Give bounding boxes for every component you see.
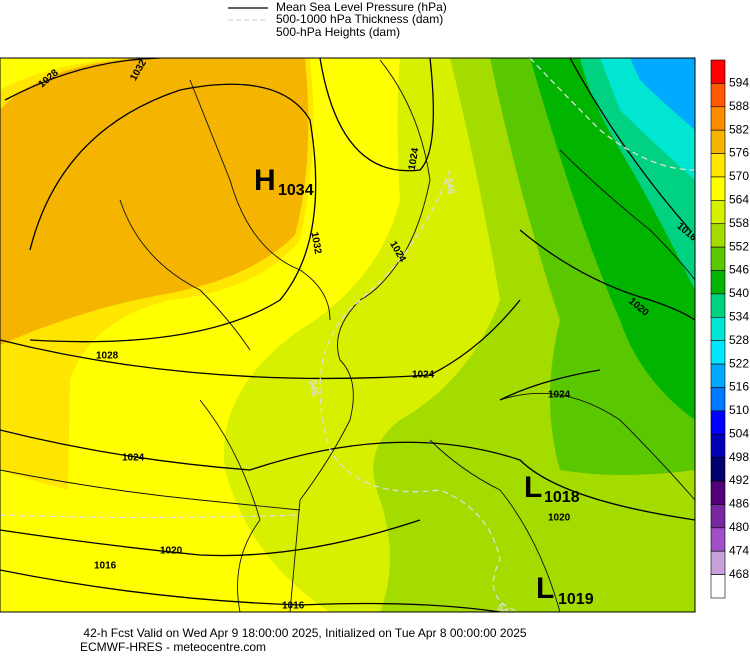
colorbar-label: 528 (729, 333, 749, 347)
colorbar-label: 480 (729, 520, 749, 534)
colorbar-box (710, 410, 726, 435)
colorbar-label: 468 (729, 567, 749, 581)
map: 1028 1032 1024 1032 1024 1028 1024 1024 … (0, 58, 695, 621)
colorbar: 594 588 582 576 570 564 558 552 546 540 534 528 522 5… (710, 59, 749, 599)
colorbar-box (710, 270, 726, 295)
colorbar-label: 510 (729, 403, 749, 417)
colorbar-label: 516 (729, 380, 749, 394)
isobar-label: 1028 (96, 351, 119, 362)
colorbar-label: 552 (729, 239, 749, 253)
colorbar-box (710, 200, 726, 225)
thickness-label: 546 (306, 379, 320, 398)
colorbar-label: 498 (729, 450, 749, 464)
isobar-label: 1016 (94, 561, 117, 572)
colorbar-label: 570 (729, 169, 749, 183)
isobar-label: 1016 (282, 601, 305, 612)
isobar-label: 1024 (122, 453, 145, 464)
isobar-label: 1020 (548, 513, 571, 524)
band-576 (0, 58, 309, 345)
colorbar-label: 492 (729, 473, 749, 487)
colorbar-label: 504 (729, 426, 749, 440)
colorbar-label: 588 (729, 99, 749, 113)
colorbar-box (710, 457, 726, 482)
isobar-label: 1024 (412, 370, 435, 381)
isobar-label: 1024 (407, 147, 422, 171)
low-value: 1019 (558, 591, 594, 608)
low-value: 1018 (544, 489, 580, 506)
colorbar-label: 576 (729, 146, 749, 160)
coastline (119, 79, 561, 612)
colorbar-box (710, 387, 726, 412)
colorbar-label: 594 (729, 76, 749, 90)
legend: Mean Sea Level Pressure (hPa) 500-1000 h… (228, 0, 447, 39)
map-frame (0, 57, 696, 613)
colorbar-label: 486 (729, 497, 749, 511)
low-letter: L (524, 471, 542, 504)
colorbar-label: 522 (729, 356, 749, 370)
low-letter: L (536, 572, 554, 605)
colorbar-label: 474 (729, 543, 749, 557)
colorbar-box (710, 480, 726, 505)
colorbar-box (710, 527, 726, 552)
colorbar-label: 546 (729, 263, 749, 277)
colorbar-box (710, 83, 726, 108)
colorbar-label: 558 (729, 216, 749, 230)
legend-item: 500-1000 hPa Thickness (dam) (276, 12, 443, 26)
thickness-label: 546 (442, 177, 456, 196)
colorbar-label: 534 (729, 309, 749, 323)
colorbar-box (710, 317, 726, 341)
coastline (289, 59, 431, 612)
band-528 (630, 58, 695, 130)
colorbar-label: 564 (729, 193, 749, 207)
colorbar-box (710, 340, 726, 365)
high-value: 1034 (278, 182, 314, 199)
colorbar-box (710, 153, 726, 178)
isobar-label: 1024 (548, 390, 571, 401)
colorbar-box (710, 293, 726, 318)
footer-line: ECMWF-HRES - meteocentre.com (80, 640, 266, 654)
colorbar-box (710, 246, 726, 271)
footer-line: 42-h Fcst Valid on Wed Apr 9 18:00:00 20… (83, 626, 527, 640)
colorbar-box (710, 433, 726, 458)
isobar-label: 1032 (308, 231, 323, 255)
colorbar-box (710, 129, 726, 154)
colorbar-box (710, 504, 726, 529)
colorbar-label: 582 (729, 122, 749, 136)
high-letter: H (254, 164, 276, 197)
isobar-label: 1020 (160, 546, 183, 557)
colorbar-box (710, 59, 726, 84)
thickness-line (0, 58, 695, 612)
colorbar-box (710, 574, 726, 599)
colorbar-box (710, 176, 726, 201)
thickness-label: 546 (494, 602, 514, 621)
colorbar-box (710, 106, 726, 131)
legend-item: Mean Sea Level Pressure (hPa) (276, 0, 447, 14)
colorbar-box (710, 550, 726, 575)
colorbar-label: 540 (729, 286, 749, 300)
border (0, 149, 695, 511)
colorbar-box (710, 223, 726, 248)
legend-item: 500-hPa Heights (dam) (276, 25, 400, 39)
colorbar-box (710, 363, 726, 388)
